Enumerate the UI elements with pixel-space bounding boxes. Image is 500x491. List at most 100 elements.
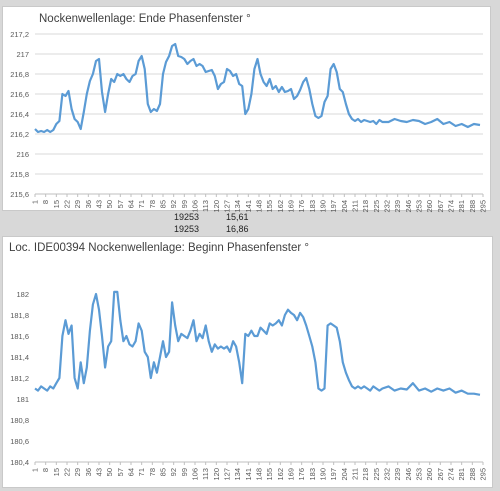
x-tick-label: 36 bbox=[84, 200, 93, 208]
x-tick-label: 57 bbox=[116, 200, 125, 208]
series-line-0 bbox=[34, 290, 481, 396]
x-tick-label: 85 bbox=[159, 200, 168, 208]
x-tick-label: 162 bbox=[276, 200, 285, 213]
x-tick-label: 92 bbox=[169, 468, 178, 476]
chart-2-title: Loc. IDE00394 Nockenwellenlage: Beginn P… bbox=[9, 242, 309, 254]
x-tick-label: 295 bbox=[479, 468, 488, 481]
x-tick-label: 246 bbox=[404, 200, 413, 213]
x-tick-label: 85 bbox=[159, 468, 168, 476]
sheet-cell-b1[interactable]: 15,61 bbox=[226, 212, 249, 222]
sheet-cell-a1[interactable]: 19253 bbox=[174, 212, 200, 222]
x-tick-label: 113 bbox=[201, 200, 210, 212]
x-tick-label: 218 bbox=[361, 200, 370, 213]
sheet-cell-b2[interactable]: 16,86 bbox=[226, 224, 249, 234]
x-tick-label: 15 bbox=[52, 200, 61, 208]
x-tick-label: 225 bbox=[372, 468, 381, 481]
x-tick-label: 8 bbox=[41, 200, 50, 204]
x-tick-label: 1 bbox=[31, 468, 40, 472]
x-tick-label: 141 bbox=[244, 468, 253, 481]
x-tick-label: 71 bbox=[137, 200, 146, 208]
y-tick-label: 216 bbox=[16, 150, 29, 159]
x-tick-label: 78 bbox=[148, 468, 157, 476]
x-tick-label: 267 bbox=[436, 468, 445, 481]
y-tick-label: 180,8 bbox=[10, 416, 29, 425]
x-tick-label: 22 bbox=[63, 468, 72, 476]
x-tick-label: 92 bbox=[169, 200, 178, 208]
x-tick-label: 106 bbox=[191, 468, 200, 481]
y-tick-label: 215,6 bbox=[10, 190, 29, 199]
x-tick-label: 169 bbox=[287, 200, 296, 213]
x-tick-label: 50 bbox=[105, 468, 114, 476]
x-tick-label: 43 bbox=[95, 468, 104, 476]
x-tick-label: 57 bbox=[116, 468, 125, 476]
x-tick-label: 274 bbox=[447, 200, 456, 213]
x-tick-label: 176 bbox=[297, 468, 306, 481]
x-tick-label: 204 bbox=[340, 468, 349, 481]
x-tick-label: 183 bbox=[308, 200, 317, 213]
x-tick-label: 176 bbox=[297, 200, 306, 213]
x-tick-label: 127 bbox=[223, 468, 232, 481]
x-tick-label: 260 bbox=[425, 200, 434, 213]
x-tick-label: 36 bbox=[84, 468, 93, 476]
x-tick-label: 169 bbox=[287, 468, 296, 481]
y-tick-label: 181,4 bbox=[10, 353, 29, 362]
x-tick-label: 15 bbox=[52, 468, 61, 476]
x-tick-label: 225 bbox=[372, 200, 381, 213]
chart-1-frame[interactable]: Nockenwellenlage: Ende Phasenfenster ° 2… bbox=[2, 6, 491, 213]
x-tick-label: 155 bbox=[265, 468, 274, 481]
x-tick-label: 246 bbox=[404, 468, 413, 481]
x-tick-label: 183 bbox=[308, 468, 317, 481]
x-tick-label: 155 bbox=[265, 200, 274, 213]
x-tick-label: 50 bbox=[105, 200, 114, 208]
x-tick-label: 113 bbox=[201, 468, 210, 480]
y-tick-label: 216,6 bbox=[10, 90, 29, 99]
x-tick-label: 295 bbox=[479, 200, 488, 213]
x-tick-label: 260 bbox=[425, 468, 434, 481]
x-tick-label: 232 bbox=[383, 468, 392, 481]
y-tick-label: 180,6 bbox=[10, 437, 29, 446]
series-line-0 bbox=[34, 42, 481, 134]
y-tick-label: 216,4 bbox=[10, 110, 29, 119]
x-tick-label: 134 bbox=[233, 468, 242, 481]
x-tick-label: 134 bbox=[233, 200, 242, 213]
x-tick-label: 232 bbox=[383, 200, 392, 213]
x-tick-label: 162 bbox=[276, 468, 285, 481]
x-tick-label: 64 bbox=[127, 468, 136, 476]
y-tick-label: 216,2 bbox=[10, 130, 29, 139]
y-tick-label: 181,6 bbox=[10, 332, 29, 341]
x-tick-label: 204 bbox=[340, 200, 349, 213]
sheet-cell-a2[interactable]: 19253 bbox=[174, 224, 200, 234]
x-tick-label: 274 bbox=[447, 468, 456, 481]
x-tick-label: 1 bbox=[31, 200, 40, 204]
x-tick-label: 78 bbox=[148, 200, 157, 208]
y-tick-label: 180,4 bbox=[10, 458, 29, 467]
x-tick-label: 71 bbox=[137, 468, 146, 476]
y-tick-label: 217 bbox=[16, 50, 29, 59]
x-tick-label: 190 bbox=[319, 468, 328, 481]
x-tick-label: 8 bbox=[41, 468, 50, 472]
x-tick-label: 29 bbox=[73, 468, 82, 476]
x-tick-label: 211 bbox=[351, 200, 360, 212]
x-tick-label: 239 bbox=[393, 200, 402, 213]
x-tick-label: 197 bbox=[329, 468, 338, 481]
x-tick-label: 190 bbox=[319, 200, 328, 213]
chart-1-title: Nockenwellenlage: Ende Phasenfenster ° bbox=[39, 13, 251, 25]
x-tick-label: 288 bbox=[468, 200, 477, 213]
y-tick-label: 181,8 bbox=[10, 311, 29, 320]
y-tick-label: 215,8 bbox=[10, 170, 29, 179]
x-tick-label: 253 bbox=[415, 468, 424, 481]
y-tick-label: 181,2 bbox=[10, 374, 29, 383]
chart-2-frame[interactable]: Loc. IDE00394 Nockenwellenlage: Beginn P… bbox=[2, 236, 493, 488]
x-tick-label: 218 bbox=[361, 468, 370, 481]
x-tick-label: 239 bbox=[393, 468, 402, 481]
x-tick-label: 211 bbox=[351, 468, 360, 480]
x-tick-label: 281 bbox=[457, 468, 466, 481]
y-tick-label: 217,2 bbox=[10, 30, 29, 39]
x-tick-label: 120 bbox=[212, 200, 221, 213]
x-tick-label: 127 bbox=[223, 200, 232, 213]
x-tick-label: 22 bbox=[63, 200, 72, 208]
x-tick-label: 281 bbox=[457, 200, 466, 213]
y-tick-label: 181 bbox=[16, 395, 29, 404]
y-tick-label: 216,8 bbox=[10, 70, 29, 79]
x-tick-label: 197 bbox=[329, 200, 338, 213]
